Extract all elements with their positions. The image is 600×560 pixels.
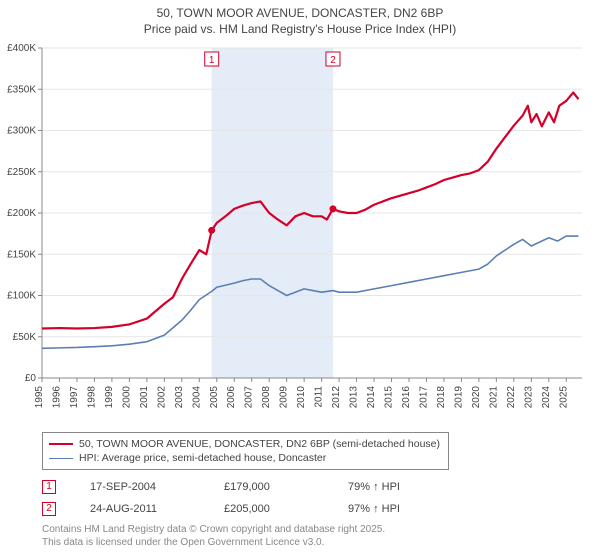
sale-marker-icon: 1	[42, 480, 56, 494]
sale-date: 24-AUG-2011	[90, 503, 190, 515]
svg-text:£150K: £150K	[7, 249, 36, 260]
svg-text:£250K: £250K	[7, 167, 36, 178]
footnote: Contains HM Land Registry data © Crown c…	[42, 524, 385, 549]
svg-text:£0: £0	[25, 373, 37, 384]
svg-text:2001: 2001	[139, 386, 150, 409]
svg-text:1997: 1997	[69, 386, 80, 409]
svg-text:2004: 2004	[191, 386, 202, 409]
svg-text:2023: 2023	[523, 386, 534, 409]
svg-text:2011: 2011	[314, 386, 325, 408]
sale-date: 17-SEP-2004	[90, 481, 190, 493]
legend-label: HPI: Average price, semi-detached house,…	[79, 451, 326, 465]
svg-text:2002: 2002	[156, 386, 167, 409]
sale-hpi-delta: 97% ↑ HPI	[348, 503, 400, 515]
svg-text:2005: 2005	[209, 386, 220, 409]
svg-text:2006: 2006	[226, 386, 237, 409]
svg-text:£350K: £350K	[7, 84, 36, 95]
sale-marker-icon: 2	[42, 502, 56, 516]
svg-text:2016: 2016	[401, 386, 412, 409]
footnote-line-2: This data is licensed under the Open Gov…	[42, 537, 385, 550]
sale-hpi-delta: 79% ↑ HPI	[348, 481, 400, 493]
price-chart: £0 £50K £100K £150K £200K £250K £300K £350K £400…	[0, 42, 600, 427]
svg-text:2010: 2010	[296, 386, 307, 409]
legend: 50, TOWN MOOR AVENUE, DONCASTER, DN2 6BP…	[42, 432, 449, 470]
legend-item: HPI: Average price, semi-detached house,…	[49, 451, 440, 465]
svg-text:2014: 2014	[366, 386, 377, 409]
svg-text:2022: 2022	[506, 386, 517, 409]
sale-row: 2 24-AUG-2011 £205,000 97% ↑ HPI	[42, 498, 400, 520]
svg-text:2012: 2012	[331, 386, 342, 409]
title-line-1: 50, TOWN MOOR AVENUE, DONCASTER, DN2 6BP	[0, 6, 600, 22]
svg-text:2025: 2025	[558, 386, 569, 409]
svg-text:1995: 1995	[34, 386, 45, 409]
sale-row: 1 17-SEP-2004 £179,000 79% ↑ HPI	[42, 476, 400, 498]
svg-text:2008: 2008	[261, 386, 272, 409]
svg-text:2018: 2018	[436, 386, 447, 409]
sale-price: £205,000	[224, 503, 314, 515]
sale-events: 1 17-SEP-2004 £179,000 79% ↑ HPI 2 24-AUG-201…	[42, 476, 400, 520]
svg-text:2013: 2013	[349, 386, 360, 409]
legend-item: 50, TOWN MOOR AVENUE, DONCASTER, DN2 6BP…	[49, 437, 440, 451]
svg-text:2017: 2017	[418, 386, 429, 409]
legend-label: 50, TOWN MOOR AVENUE, DONCASTER, DN2 6BP…	[79, 437, 440, 451]
sale-price: £179,000	[224, 481, 314, 493]
svg-text:1: 1	[209, 55, 215, 66]
legend-swatch	[49, 443, 73, 445]
legend-swatch	[49, 458, 73, 459]
svg-text:2020: 2020	[471, 386, 482, 409]
title-line-2: Price paid vs. HM Land Registry's House …	[0, 22, 600, 38]
svg-text:1998: 1998	[86, 386, 97, 409]
svg-text:£100K: £100K	[7, 291, 36, 302]
footnote-line-1: Contains HM Land Registry data © Crown c…	[42, 524, 385, 537]
svg-text:2000: 2000	[121, 386, 132, 409]
svg-text:2003: 2003	[174, 386, 185, 409]
svg-text:£200K: £200K	[7, 208, 36, 219]
svg-text:2: 2	[330, 55, 336, 66]
svg-text:2021: 2021	[488, 386, 499, 409]
svg-text:1996: 1996	[51, 386, 62, 409]
svg-text:£300K: £300K	[7, 126, 36, 137]
svg-text:1999: 1999	[104, 386, 115, 409]
svg-text:2007: 2007	[244, 386, 255, 409]
chart-title: 50, TOWN MOOR AVENUE, DONCASTER, DN2 6BP…	[0, 0, 600, 37]
svg-text:2024: 2024	[541, 386, 552, 409]
svg-text:2019: 2019	[453, 386, 464, 409]
svg-text:2009: 2009	[279, 386, 290, 409]
svg-text:2015: 2015	[384, 386, 395, 409]
svg-text:£50K: £50K	[13, 332, 37, 343]
svg-text:£400K: £400K	[7, 43, 36, 54]
